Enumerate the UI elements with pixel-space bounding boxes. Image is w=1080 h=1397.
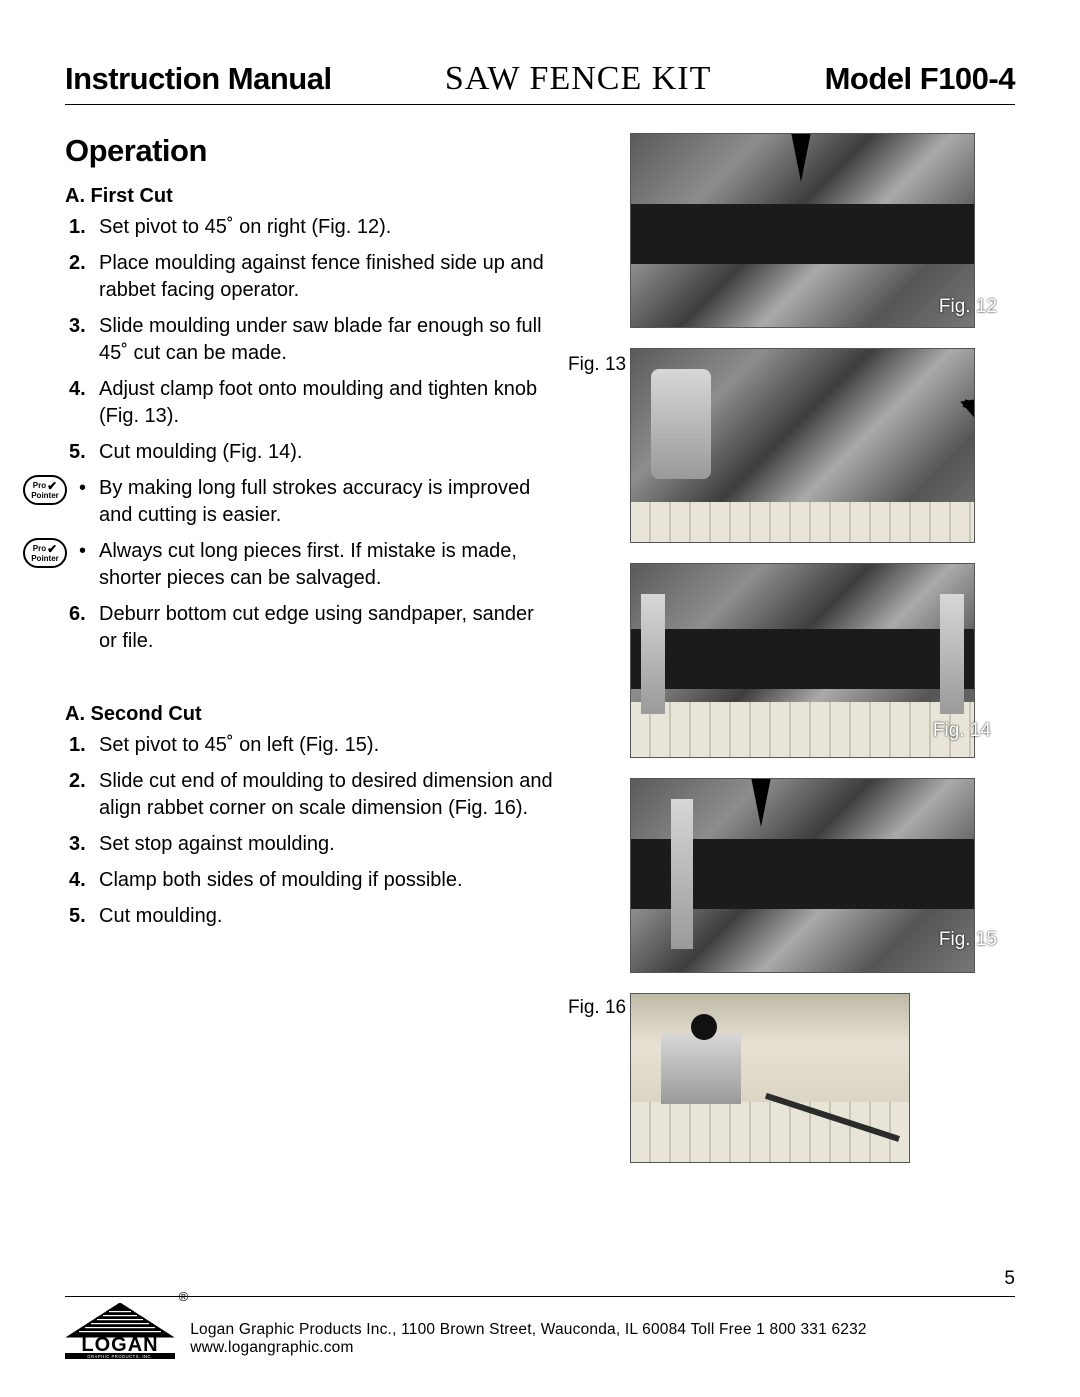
- figure-13-label: Fig. 13: [568, 354, 626, 376]
- pro-pointer-tip-2: Pro✔ Pointer • Always cut long pieces fi…: [65, 538, 555, 592]
- step-number: 4.: [69, 867, 86, 894]
- step-text: Set pivot to 45˚ on right (Fig. 12).: [99, 216, 391, 238]
- logo-subtext: GRAPHIC PRODUCTS, INC.: [87, 1354, 152, 1359]
- figure-12: Fig. 12: [630, 133, 1015, 328]
- step-text: Slide cut end of moulding to desired dim…: [99, 770, 553, 819]
- step-text: Set pivot to 45˚ on left (Fig. 15).: [99, 734, 379, 756]
- pro-pointer-top: Pro: [33, 482, 46, 490]
- step-4: 4.Adjust clamp foot onto moulding and ti…: [99, 376, 555, 430]
- manual-page: Instruction Manual SAW FENCE KIT Model F…: [0, 0, 1080, 1397]
- section-title: Operation: [65, 133, 555, 169]
- header-right: Model F100-4: [825, 61, 1015, 97]
- logan-logo-icon: LOGAN GRAPHIC PRODUCTS, INC.: [65, 1303, 175, 1359]
- first-cut-steps-cont: 6. Deburr bottom cut edge using sandpaper…: [65, 601, 555, 655]
- step-number: 3.: [69, 831, 86, 858]
- footer-company-text: Logan Graphic Products Inc., 1100 Brown …: [190, 1321, 1015, 1359]
- pro-pointer-icon: Pro✔ Pointer: [23, 538, 67, 568]
- step-text: Clamp both sides of moulding if possible…: [99, 869, 463, 891]
- figure-14: Fig. 14: [630, 563, 1015, 758]
- step-text: Place moulding against fence finished si…: [99, 252, 544, 301]
- pro-pointer-tip-1: Pro✔ Pointer • By making long full strok…: [65, 475, 555, 529]
- footer-line: ® LOGAN GRAPHIC PRODUCTS, INC.: [65, 1296, 1015, 1359]
- step-text: Cut moulding (Fig. 14).: [99, 441, 302, 463]
- step-text: Slide moulding under saw blade far enoug…: [99, 315, 542, 364]
- step-1: 1.Set pivot to 45˚ on left (Fig. 15).: [99, 732, 555, 759]
- step-text: Set stop against moulding.: [99, 833, 335, 855]
- step-number: 5.: [69, 903, 86, 930]
- figure-15: Fig. 15: [630, 778, 1015, 973]
- step-5: 5.Cut moulding.: [99, 903, 555, 930]
- step-number: 5.: [69, 439, 86, 466]
- figure-16: Fig. 16: [630, 993, 1015, 1163]
- page-body: Operation A. First Cut 1.Set pivot to 45…: [65, 133, 1015, 1183]
- figure-15-label: Fig. 15: [939, 929, 997, 951]
- step-2: 2.Place moulding against fence finished …: [99, 250, 555, 304]
- step-number: 2.: [69, 250, 86, 277]
- logo: ® LOGAN GRAPHIC PRODUCTS, INC.: [65, 1303, 182, 1359]
- step-1: 1.Set pivot to 45˚ on right (Fig. 12).: [99, 214, 555, 241]
- figure-16-image: [630, 993, 910, 1163]
- step-text: Cut moulding.: [99, 905, 222, 927]
- step-6: 6.Deburr bottom cut edge using sandpaper…: [99, 601, 555, 655]
- text-column: Operation A. First Cut 1.Set pivot to 45…: [65, 133, 575, 1183]
- pro-pointer-bottom: Pointer: [31, 555, 59, 563]
- first-cut-heading: A. First Cut: [65, 185, 555, 208]
- step-number: 4.: [69, 376, 86, 403]
- registered-icon: ®: [179, 1289, 189, 1304]
- figures-column: Fig. 12 Fig. 13 Fig. 14: [575, 133, 1015, 1183]
- tip-text: By making long full strokes accuracy is …: [99, 477, 530, 526]
- bullet-icon: •: [79, 475, 86, 502]
- step-number: 2.: [69, 768, 86, 795]
- tip-text: Always cut long pieces first. If mistake…: [99, 540, 517, 589]
- logo-text: LOGAN: [81, 1334, 158, 1356]
- first-cut-steps: 1.Set pivot to 45˚ on right (Fig. 12). 2…: [65, 214, 555, 466]
- step-number: 3.: [69, 313, 86, 340]
- figure-13: Fig. 13: [630, 348, 1015, 543]
- step-5: 5.Cut moulding (Fig. 14).: [99, 439, 555, 466]
- figure-15-image: [630, 778, 975, 973]
- header-left: Instruction Manual: [65, 61, 332, 97]
- page-number: 5: [65, 1268, 1015, 1290]
- figure-12-image: [630, 133, 975, 328]
- step-4: 4.Clamp both sides of moulding if possib…: [99, 867, 555, 894]
- figure-12-label: Fig. 12: [939, 296, 997, 318]
- pro-pointer-top: Pro: [33, 545, 46, 553]
- step-text: Adjust clamp foot onto moulding and tigh…: [99, 378, 537, 427]
- second-cut-steps: 1.Set pivot to 45˚ on left (Fig. 15). 2.…: [65, 732, 555, 930]
- pro-pointer-icon: Pro✔ Pointer: [23, 475, 67, 505]
- step-number: 1.: [69, 214, 86, 241]
- header-center: SAW FENCE KIT: [445, 60, 712, 98]
- step-3: 3.Slide moulding under saw blade far eno…: [99, 313, 555, 367]
- page-header: Instruction Manual SAW FENCE KIT Model F…: [65, 60, 1015, 105]
- step-2: 2.Slide cut end of moulding to desired d…: [99, 768, 555, 822]
- page-footer: 5 ® LOGAN GRAPHIC PRODUCTS, I: [65, 1268, 1015, 1359]
- figure-14-image: [630, 563, 975, 758]
- pro-pointer-bottom: Pointer: [31, 492, 59, 500]
- step-3: 3.Set stop against moulding.: [99, 831, 555, 858]
- step-text: Deburr bottom cut edge using sandpaper, …: [99, 603, 534, 652]
- second-cut-heading: A. Second Cut: [65, 703, 555, 726]
- step-number: 6.: [69, 601, 86, 628]
- figure-16-label: Fig. 16: [568, 997, 626, 1019]
- step-number: 1.: [69, 732, 86, 759]
- bullet-icon: •: [79, 538, 86, 565]
- figure-13-image: [630, 348, 975, 543]
- figure-14-label: Fig. 14: [933, 720, 991, 742]
